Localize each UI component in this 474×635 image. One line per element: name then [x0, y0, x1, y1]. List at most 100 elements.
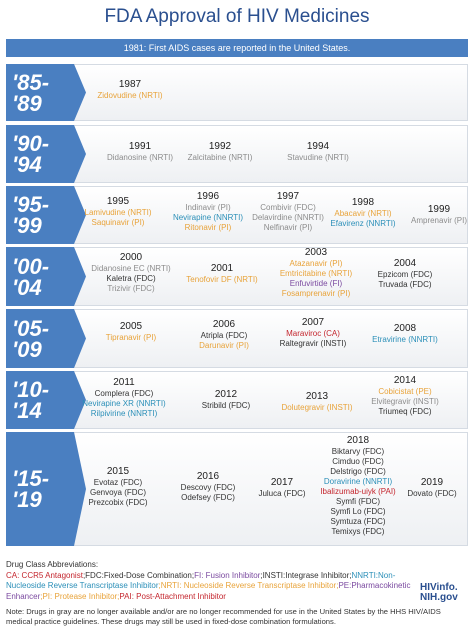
year: 1991 [128, 141, 152, 152]
arrow-shape [6, 309, 86, 368]
drug: Juluca (FDC) [258, 489, 306, 498]
period-row [6, 125, 468, 183]
drug: Symfi Lo (FDC) [330, 507, 386, 516]
year: 2006 [212, 319, 236, 330]
year: 1994 [306, 141, 330, 152]
year: 2004 [393, 258, 417, 269]
period-label-line: '89 [12, 90, 42, 116]
year-entry: 2012 Stribild (FDC) [202, 388, 250, 411]
period-label-line: '14 [12, 398, 42, 423]
year-entry: 2006 Atripla (FDC) Darunavir (PI) [199, 318, 249, 351]
drug: Cobicistat (PE) [378, 387, 432, 396]
year-entry: 2003 Atazanavir (PI) Emtricitabine (NRTI) E… [280, 246, 352, 299]
drug: Ibalizumab-uiyk (PAI) [320, 487, 396, 496]
year-entry: 2014 Cobicistat (PE) Elvitegravir (INSTI) T… [371, 374, 439, 417]
legend-item: ;PI: Protease Inhibitor; [40, 591, 120, 601]
drug: Atazanavir (PI) [289, 259, 343, 268]
year-entry: 1992 Zalcitabine (NRTI) [188, 140, 253, 163]
logo: HIVinfo. NIH.gov [420, 583, 458, 603]
year-entry: 2016 Descovy (FDC) Odefsey (FDC) [181, 470, 236, 503]
drug: Raltegravir (INSTI) [279, 339, 347, 348]
period-arrow [6, 125, 86, 183]
drug: Darunavir (PI) [199, 341, 249, 350]
drug: Elvitegravir (INSTI) [371, 397, 439, 406]
drug: Dolutegravir (INSTI) [281, 403, 353, 412]
drug: Trizivir (FDC) [107, 284, 155, 293]
drug: Kaletra (FDC) [106, 274, 156, 283]
period-label-line: '00- [12, 253, 50, 279]
period-arrow [6, 186, 86, 244]
legend-item: ;FDC:Fixed-Dose Combination; [82, 570, 195, 580]
period-label: '90- '94 [12, 131, 50, 176]
year-entry: 2015 Evotaz (FDC) Genvoya (FDC) Prezcobix (… [88, 465, 147, 508]
year: 2003 [304, 247, 328, 258]
drug: Genvoya (FDC) [89, 488, 146, 497]
arrow-shape [6, 247, 86, 306]
year-entry: 2017 Juluca (FDC) [258, 476, 305, 499]
year: 1987 [118, 79, 142, 90]
year-entry: 2005 Tipranavir (PI) [106, 320, 156, 343]
drug: Didanosine EC (NRTI) [91, 264, 171, 273]
year: 1998 [351, 197, 375, 208]
drug: Zalcitabine (NRTI) [187, 153, 253, 162]
drug: Tipranavir (PI) [105, 333, 157, 342]
drug: Didanosine (NRTI) [106, 153, 174, 162]
year: 2011 [113, 377, 135, 388]
drug: Zidovudine (NRTI) [97, 91, 163, 100]
title: FDA Approval of HIV Medicines [104, 6, 370, 27]
period-label-line: '99 [12, 213, 42, 238]
year: 2012 [214, 389, 238, 400]
drug: Ritonavir (PI) [184, 223, 232, 232]
arrow-shape [6, 371, 86, 429]
period-label: '85- '89 [12, 69, 50, 116]
drug: Abacavir (NRTI) [334, 209, 392, 218]
year: 2000 [119, 252, 143, 263]
year: 1997 [276, 191, 300, 202]
drug: Doravirine (NNRTI) [323, 477, 393, 486]
drug: Biktarvy (FDC) [331, 447, 385, 456]
period-label-line: '05- [12, 315, 50, 341]
drug: Temixys (FDC) [331, 527, 385, 536]
period-label-line: '90- [12, 131, 50, 156]
drug: Emtricitabine (NRTI) [279, 269, 353, 278]
legend-item: CA: CCR5 Antagonist [6, 570, 83, 580]
year-entry: 1999 Amprenavir (PI) [411, 203, 467, 226]
period-label: '15- '19 [12, 468, 49, 511]
drug: Stavudine (NRTI) [287, 153, 349, 162]
year-entry: 2008 Etravirine (NNRTI) [372, 322, 438, 345]
period-label-line: '95- [12, 192, 50, 217]
drug: Rilpivirine (NNRTI) [90, 409, 158, 418]
drug: Triumeq (FDC) [378, 407, 432, 416]
drug: Lamivudine (NRTI) [84, 208, 152, 217]
drug: Complera (FDC) [94, 389, 154, 398]
drug: Etravirine (NNRTI) [372, 335, 438, 344]
drug: Stribild (FDC) [201, 401, 251, 410]
drug: Indinavir (PI) [185, 203, 231, 212]
drug: Delstrigo (FDC) [330, 467, 386, 476]
note: Note: Drugs in gray are no longer availa… [6, 607, 441, 626]
banner: 1981: First AIDS cases are reported in t… [6, 39, 468, 57]
arrow-shape [6, 125, 86, 183]
year-entry: 2019 Dovato (FDC) [407, 476, 456, 499]
period-label-line: '85- [12, 69, 50, 95]
drug: Saquinavir (PI) [91, 218, 145, 227]
arrow-shape [6, 432, 86, 546]
year-entry: 2018 Biktarvy (FDC) Cimduo (FDC) Delstrigo … [320, 434, 395, 537]
logo-line: NIH.gov [420, 592, 458, 603]
drug: Fosamprenavir (PI) [281, 289, 351, 298]
drug: Prezcobix (FDC) [88, 498, 148, 507]
drug: Atripla (FDC) [200, 331, 248, 340]
year: 2013 [305, 391, 329, 402]
year-entry: 2000 Didanosine EC (NRTI) Kaletra (FDC) Tri… [91, 251, 170, 294]
arrow-shape [6, 186, 86, 244]
year-entry: 2004 Epzicom (FDC) Truvada (FDC) [378, 257, 433, 290]
year: 2017 [270, 477, 294, 488]
legend-item: PE:Pharmacokinetic Enhancer [6, 581, 411, 601]
drug: Symfi (FDC) [336, 497, 380, 506]
drug: Efavirenz (NNRTI) [330, 219, 396, 228]
year: 2005 [119, 321, 143, 332]
period-arrow [6, 371, 86, 429]
drug: Maraviroc (CA) [286, 329, 340, 338]
year: 2018 [346, 435, 370, 446]
year-entry: 1998 Abacavir (NRTI) Efavirenz (NNRTI) [330, 196, 395, 229]
